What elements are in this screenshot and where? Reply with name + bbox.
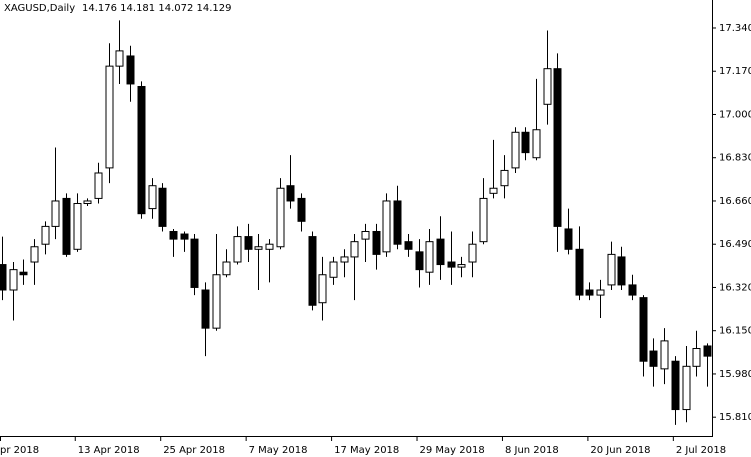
candle-body xyxy=(41,225,50,245)
candle-body xyxy=(382,200,391,253)
candle-body xyxy=(639,297,648,362)
x-tick-label: 2 Jul 2018 xyxy=(676,445,726,456)
candle-body xyxy=(585,289,594,296)
candle-body xyxy=(553,68,562,227)
candle-body xyxy=(222,261,231,276)
candle-body xyxy=(137,85,146,215)
candle-body xyxy=(244,236,253,250)
y-tick-label: 17.340 xyxy=(719,23,751,34)
candle-body xyxy=(83,200,92,205)
candle-body xyxy=(479,197,488,243)
candle-body xyxy=(564,228,573,250)
candle-body xyxy=(73,203,82,250)
x-tick-label: 7 May 2018 xyxy=(249,445,308,456)
candle-body xyxy=(94,172,103,199)
candle-body xyxy=(30,246,39,263)
candle-body xyxy=(511,131,520,169)
candle-body xyxy=(393,200,402,245)
y-tick-label: 16.150 xyxy=(719,326,751,337)
x-tick-label: 13 Apr 2018 xyxy=(78,445,140,456)
candle-body xyxy=(51,200,60,227)
candle-body xyxy=(126,55,135,85)
x-tick-label: 20 Jun 2018 xyxy=(590,445,650,456)
y-tick-label: 16.490 xyxy=(719,239,751,250)
candle-body xyxy=(489,187,498,194)
candle-body xyxy=(682,365,691,411)
candle-body xyxy=(308,236,317,306)
y-tick-label: 16.830 xyxy=(719,153,751,164)
candle-body xyxy=(425,241,434,273)
candle-body xyxy=(276,187,285,248)
candle-body xyxy=(169,230,178,240)
candle-body xyxy=(148,185,157,210)
candle-body xyxy=(233,236,242,263)
y-tick-label: 17.170 xyxy=(719,66,751,77)
chart-title: XAGUSD,Daily xyxy=(4,3,75,14)
candle-body xyxy=(254,246,263,250)
candle-body xyxy=(62,197,71,255)
candle-body xyxy=(457,264,466,268)
y-tick-label: 15.810 xyxy=(719,412,751,423)
candle-body xyxy=(660,340,669,370)
candle-body xyxy=(105,65,114,169)
candle-body xyxy=(447,261,456,268)
candle-body xyxy=(415,251,424,271)
candle-body xyxy=(692,348,701,367)
candle-body xyxy=(543,68,552,105)
candle-body xyxy=(115,50,124,67)
candle-body xyxy=(318,274,327,304)
candle-body xyxy=(297,197,306,222)
candle-body xyxy=(575,248,584,296)
candle-body xyxy=(607,253,616,286)
candle-body xyxy=(500,169,509,187)
candle-body xyxy=(350,241,359,258)
candle-body xyxy=(703,345,712,357)
y-tick-label: 15.980 xyxy=(719,369,751,380)
candle-body xyxy=(649,350,658,367)
x-tick-label: 29 May 2018 xyxy=(420,445,485,456)
candle-body xyxy=(286,185,295,202)
candle-body xyxy=(617,256,626,286)
candle-body xyxy=(9,269,18,291)
candle-body xyxy=(468,243,477,263)
candle-body xyxy=(19,271,28,276)
candle-body xyxy=(361,230,370,240)
candle-body xyxy=(521,131,530,154)
candle-body xyxy=(0,264,7,291)
candle-body xyxy=(265,243,274,250)
candle-body xyxy=(596,289,605,296)
candle-body xyxy=(532,129,541,159)
candle-body xyxy=(329,261,338,278)
candle-body xyxy=(404,241,413,250)
x-tick-label: pr 2018 xyxy=(0,445,39,456)
candle-body xyxy=(340,256,349,263)
candle-body xyxy=(158,187,167,227)
candle-body xyxy=(372,230,381,255)
y-tick-label: 16.320 xyxy=(719,282,751,293)
candle-body xyxy=(180,233,189,240)
candle-body xyxy=(671,360,680,411)
candle-body xyxy=(628,284,637,296)
x-tick-label: 8 Jun 2018 xyxy=(505,445,559,456)
candle-body xyxy=(201,289,210,329)
x-tick-label: 25 Apr 2018 xyxy=(163,445,225,456)
y-tick-label: 16.660 xyxy=(719,196,751,207)
candle-body xyxy=(212,274,221,329)
candle-body xyxy=(190,238,199,288)
quote: 14.176 14.181 14.072 14.129 xyxy=(82,3,232,14)
y-tick-label: 17.000 xyxy=(719,109,751,120)
x-tick-label: 17 May 2018 xyxy=(334,445,399,456)
candle-body xyxy=(436,238,445,266)
